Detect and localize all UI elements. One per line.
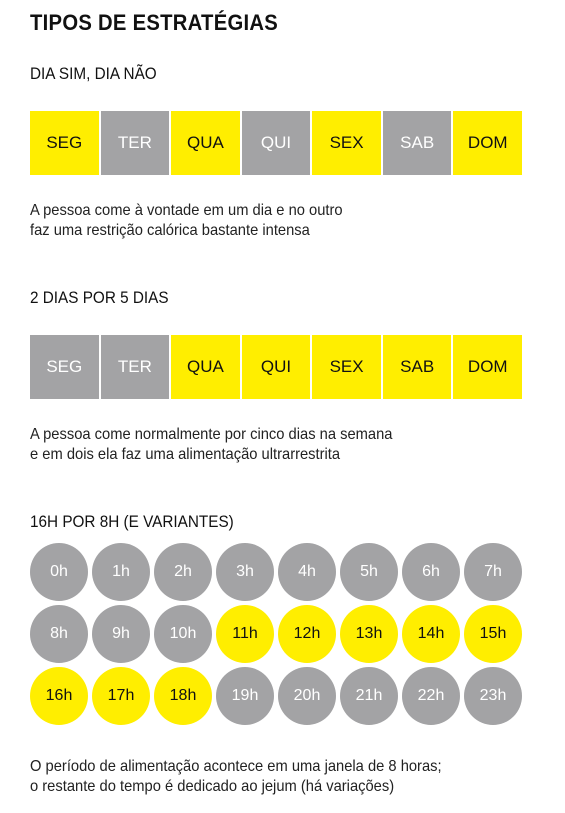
day-cell: DOM xyxy=(453,335,523,399)
description-line: A pessoa come normalmente por cinco dias… xyxy=(30,426,393,443)
day-cell: SEX xyxy=(312,111,381,175)
section-heading-two-by-five: 2 DIAS POR 5 DIAS xyxy=(30,288,169,307)
hour-circle: 6h xyxy=(402,543,460,601)
hour-circle: 19h xyxy=(216,667,274,725)
hour-circle: 23h xyxy=(464,667,522,725)
hour-circle: 5h xyxy=(340,543,398,601)
section-heading-alternate-day: DIA SIM, DIA NÃO xyxy=(30,64,157,83)
hour-circle: 10h xyxy=(154,605,212,663)
hour-circle: 13h xyxy=(340,605,398,663)
description-line: A pessoa come à vontade em um dia e no o… xyxy=(30,202,343,219)
day-cell: TER xyxy=(100,335,170,399)
hour-circle: 20h xyxy=(278,667,336,725)
hour-circle: 9h xyxy=(92,605,150,663)
hour-circle: 4h xyxy=(278,543,336,601)
section-description-sixteen-eight: O período de alimentação acontece em uma… xyxy=(30,757,550,797)
hour-circle: 17h xyxy=(92,667,150,725)
section-description-two-by-five: A pessoa come normalmente por cinco dias… xyxy=(30,425,550,465)
hour-grid: 0h 1h 2h 3h 4h 5h 6h 7h 8h 9h 10h 11h 12h 13h 14h 15h 16… xyxy=(30,543,527,725)
description-line: O período de alimentação acontece em uma… xyxy=(30,758,442,775)
description-line: faz uma restrição calórica bastante inte… xyxy=(30,222,310,239)
hour-circle: 18h xyxy=(154,667,212,725)
hour-circle: 0h xyxy=(30,543,88,601)
infographic-title: TIPOS DE ESTRATÉGIAS xyxy=(30,10,279,35)
day-cell: SAB xyxy=(382,335,452,399)
hour-circle: 16h xyxy=(30,667,88,725)
week-strip-two-by-five: SEG TER QUA QUI SEX SAB DOM xyxy=(30,335,523,399)
hour-circle: 15h xyxy=(464,605,522,663)
day-cell: TER xyxy=(100,111,170,175)
hour-circle: 22h xyxy=(402,667,460,725)
day-cell: QUI xyxy=(241,335,311,399)
hour-circle: 11h xyxy=(216,605,274,663)
hour-circle: 14h xyxy=(402,605,460,663)
day-cell: SEG xyxy=(30,111,99,175)
description-line: o restante do tempo é dedicado ao jejum … xyxy=(30,778,395,795)
hour-circle: 2h xyxy=(154,543,212,601)
day-cell: SAB xyxy=(382,111,452,175)
day-cell: SEX xyxy=(312,335,381,399)
day-cell: QUA xyxy=(171,111,240,175)
day-cell: QUI xyxy=(241,111,311,175)
day-cell: SEG xyxy=(30,335,99,399)
section-heading-sixteen-eight: 16H POR 8H (E VARIANTES) xyxy=(30,512,234,531)
day-cell: DOM xyxy=(453,111,523,175)
description-line: e em dois ela faz uma alimentação ultrar… xyxy=(30,446,341,463)
hour-circle: 1h xyxy=(92,543,150,601)
hour-circle: 12h xyxy=(278,605,336,663)
section-description-alternate-day: A pessoa come à vontade em um dia e no o… xyxy=(30,201,550,241)
hour-circle: 7h xyxy=(464,543,522,601)
hour-circle: 21h xyxy=(340,667,398,725)
hour-circle: 3h xyxy=(216,543,274,601)
day-cell: QUA xyxy=(171,335,240,399)
week-strip-alternate-day: SEG TER QUA QUI SEX SAB DOM xyxy=(30,111,523,175)
hour-circle: 8h xyxy=(30,605,88,663)
